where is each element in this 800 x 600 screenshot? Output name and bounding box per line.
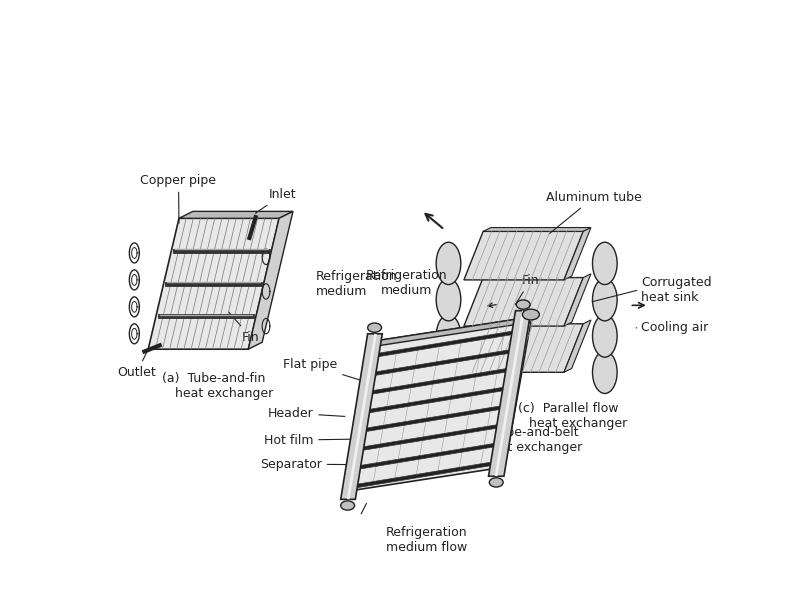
Text: Aluminum tube: Aluminum tube [546,191,642,233]
Polygon shape [148,218,279,349]
Text: Corrugated
heat sink: Corrugated heat sink [641,276,712,304]
Polygon shape [179,211,293,218]
Text: Hot film: Hot film [264,434,357,446]
Polygon shape [371,319,531,346]
Ellipse shape [368,323,382,332]
Polygon shape [494,319,531,472]
Polygon shape [483,227,591,232]
Polygon shape [368,368,509,395]
Polygon shape [362,406,502,433]
Polygon shape [564,227,591,280]
Text: Refrigeration
medium: Refrigeration medium [400,385,482,413]
Polygon shape [464,324,583,372]
Polygon shape [345,319,522,491]
Ellipse shape [593,315,617,357]
Text: (b)  Tube-and-belt
     heat exchanger: (b) Tube-and-belt heat exchanger [464,426,582,454]
Text: (c)  Parallel flow
     heat exchanger: (c) Parallel flow heat exchanger [509,402,627,430]
Ellipse shape [490,478,503,487]
Ellipse shape [436,351,461,394]
Text: Copper pipe: Copper pipe [141,173,217,223]
Text: Separator: Separator [260,458,354,470]
Text: Refrigeration
medium: Refrigeration medium [366,269,447,298]
Text: Refrigeration
medium flow: Refrigeration medium flow [386,526,468,554]
Polygon shape [464,232,583,280]
Ellipse shape [341,501,354,510]
Ellipse shape [436,315,461,357]
Polygon shape [365,387,506,413]
Polygon shape [358,424,498,451]
Ellipse shape [436,242,461,284]
Ellipse shape [522,309,539,320]
Polygon shape [354,443,495,470]
Text: Inlet: Inlet [255,188,296,213]
Polygon shape [489,311,531,476]
Polygon shape [375,331,516,357]
Ellipse shape [593,278,617,321]
Text: Outlet: Outlet [118,352,156,379]
Polygon shape [564,320,591,372]
Ellipse shape [593,351,617,394]
Text: Refrigeration
medium: Refrigeration medium [316,270,398,298]
Polygon shape [371,349,512,376]
Text: Header: Header [267,407,345,419]
Ellipse shape [436,278,461,321]
Ellipse shape [516,300,530,309]
Ellipse shape [593,242,617,284]
Polygon shape [564,274,591,326]
Polygon shape [351,462,492,488]
Polygon shape [248,211,293,349]
Text: Fin: Fin [515,274,539,304]
Text: Fin: Fin [229,312,260,344]
Text: Flat pipe: Flat pipe [283,358,369,383]
Text: (a)  Tube-and-fin
     heat exchanger: (a) Tube-and-fin heat exchanger [154,372,273,400]
Polygon shape [341,334,382,499]
Text: Cooling air: Cooling air [641,322,708,334]
Polygon shape [464,278,583,326]
